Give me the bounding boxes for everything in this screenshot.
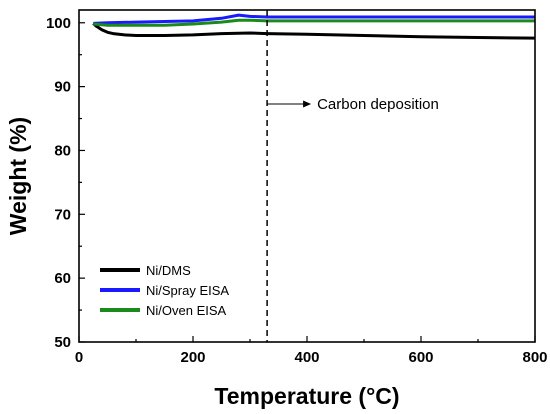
legend-label-1: Ni/Spray EISA xyxy=(146,283,229,298)
y-tick-label: 60 xyxy=(54,270,71,287)
y-tick-label: 80 xyxy=(54,142,71,159)
series-line-2 xyxy=(93,18,535,27)
legend-label-2: Ni/Oven EISA xyxy=(146,303,227,318)
legend-label-0: Ni/DMS xyxy=(146,263,191,278)
legend: Ni/DMS Ni/Spray EISA Ni/Oven EISA xyxy=(100,263,229,318)
x-tick-label: 200 xyxy=(180,349,205,366)
y-tick-label: 90 xyxy=(54,79,71,96)
plot-series-group xyxy=(92,13,536,40)
y-tick-label: 100 xyxy=(46,15,71,32)
axis-tick-labels: 0 200 400 600 800 50 60 70 80 90 100 xyxy=(46,15,548,366)
series-line-1 xyxy=(93,13,535,25)
x-axis-title: Temperature (°C) xyxy=(214,383,399,409)
annotation-arrowhead xyxy=(303,100,312,108)
annotation-label: Carbon deposition xyxy=(317,96,439,113)
y-axis-title: Weight (%) xyxy=(5,117,31,235)
series-line-0 xyxy=(92,22,536,40)
y-tick-label: 50 xyxy=(54,334,71,351)
y-tick-label: 70 xyxy=(54,206,71,223)
x-tick-label: 400 xyxy=(294,349,319,366)
x-tick-label: 600 xyxy=(408,349,433,366)
x-tick-label: 800 xyxy=(522,349,547,366)
axis-ticks xyxy=(78,22,536,343)
x-tick-label: 0 xyxy=(75,349,83,366)
